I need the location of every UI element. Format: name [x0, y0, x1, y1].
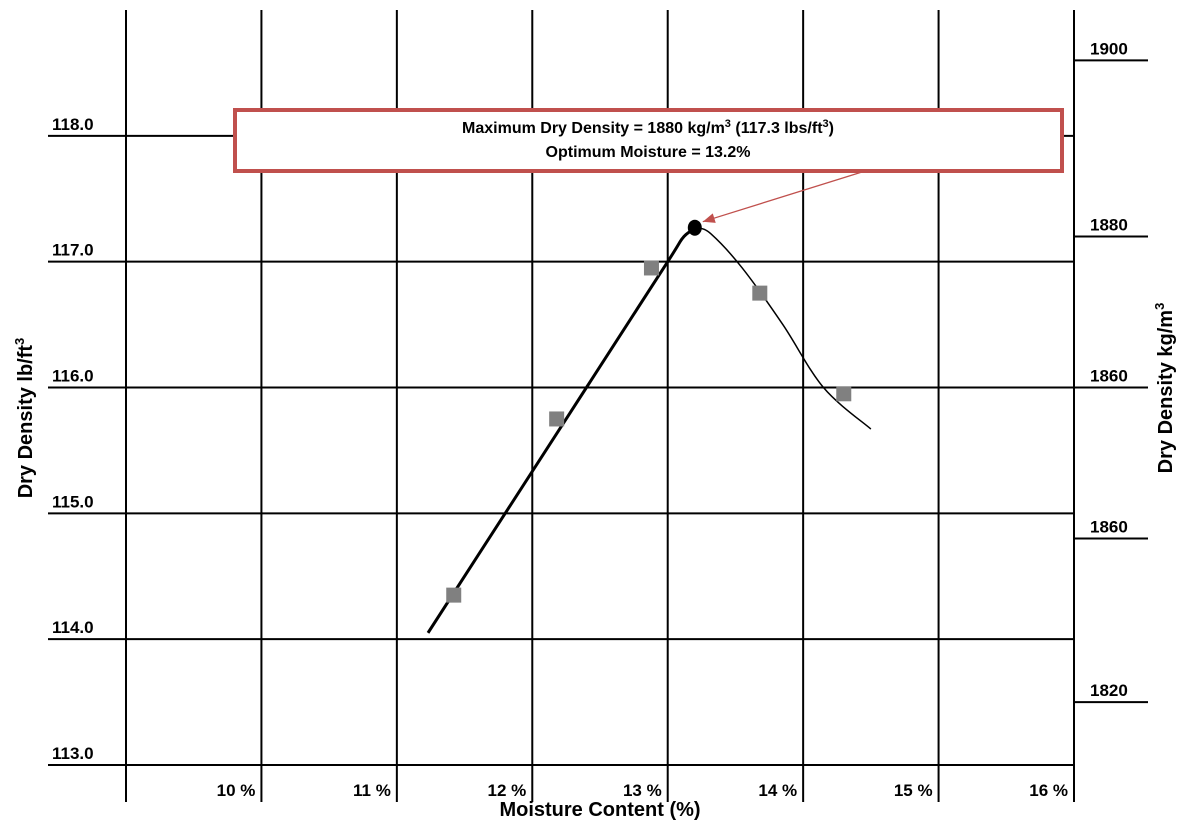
annotation-line1-mid: (117.3 lbs/ft [731, 120, 823, 137]
y-right-tick-label-4: 1900 [1090, 39, 1128, 58]
y-left-tick-label-1: 114.0 [52, 618, 94, 637]
x-axis-title: Moisture Content (%) [499, 799, 700, 821]
x-tick-label-4: 14 % [758, 781, 797, 800]
y-left-axis-title-text: Dry Density lb/ft [15, 345, 37, 499]
data-points [446, 219, 852, 603]
x-tick-label-3: 13 % [623, 781, 662, 800]
data-point-0 [446, 587, 462, 603]
y-left-ticks: 113.0 114.0 115.0 116.0 117.0 118.0 [52, 115, 94, 763]
data-point-2 [643, 260, 659, 276]
y-left-tick-label-5: 118.0 [52, 115, 94, 134]
y-right-ticks: 1820 1860 1860 1880 1900 [1074, 39, 1148, 704]
annotation-line1-prefix: Maximum Dry Density = 1880 kg/m [462, 120, 725, 137]
annotation-line1-suffix: ) [829, 120, 834, 137]
y-left-tick-label-4: 117.0 [52, 241, 94, 260]
data-point-4 [836, 386, 852, 402]
y-right-tick-label-2: 1860 [1090, 367, 1128, 386]
x-ticks: 10 % 11 % 12 % 13 % 14 % 15 % 16 % [217, 781, 1068, 800]
annotation-box [233, 108, 1064, 173]
data-point-3 [752, 285, 768, 301]
y-right-tick-label-1: 1860 [1090, 518, 1128, 537]
peak-marker [687, 219, 702, 236]
x-tick-label-0: 10 % [217, 781, 256, 800]
annotation-line1: Maximum Dry Density = 1880 kg/m3 (117.3 … [462, 118, 834, 137]
x-tick-label-5: 15 % [894, 781, 933, 800]
fit-curve-rising [426, 226, 699, 634]
annotation: Maximum Dry Density = 1880 kg/m3 (117.3 … [233, 108, 1064, 223]
annotation-line1-sup1: 3 [725, 118, 731, 130]
y-left-tick-label-2: 115.0 [52, 492, 94, 511]
y-right-axis-title-text: Dry Density kg/m [1155, 310, 1177, 473]
fit-curve-group [426, 226, 872, 634]
y-right-tick-label-0: 1820 [1090, 681, 1128, 700]
data-point-1 [549, 411, 565, 427]
y-right-axis-title-sup: 3 [1152, 303, 1167, 310]
y-left-tick-label-0: 113.0 [52, 744, 94, 763]
y-left-axis-title: Dry Density lb/ft3 [12, 338, 37, 499]
x-tick-label-1: 11 % [353, 781, 391, 800]
y-left-tick-label-3: 116.0 [52, 367, 94, 386]
y-left-axis-title-sup: 3 [12, 338, 27, 345]
annotation-arrowhead [702, 213, 716, 223]
y-right-tick-label-3: 1880 [1090, 216, 1128, 235]
x-tick-label-2: 12 % [488, 781, 527, 800]
x-tick-label-6: 16 % [1029, 781, 1068, 800]
annotation-line2: Optimum Moisture = 13.2% [546, 144, 751, 161]
y-right-axis-title: Dry Density kg/m3 [1152, 303, 1177, 474]
annotation-arrow [702, 171, 863, 223]
annotation-line1-sup2: 3 [823, 118, 829, 130]
